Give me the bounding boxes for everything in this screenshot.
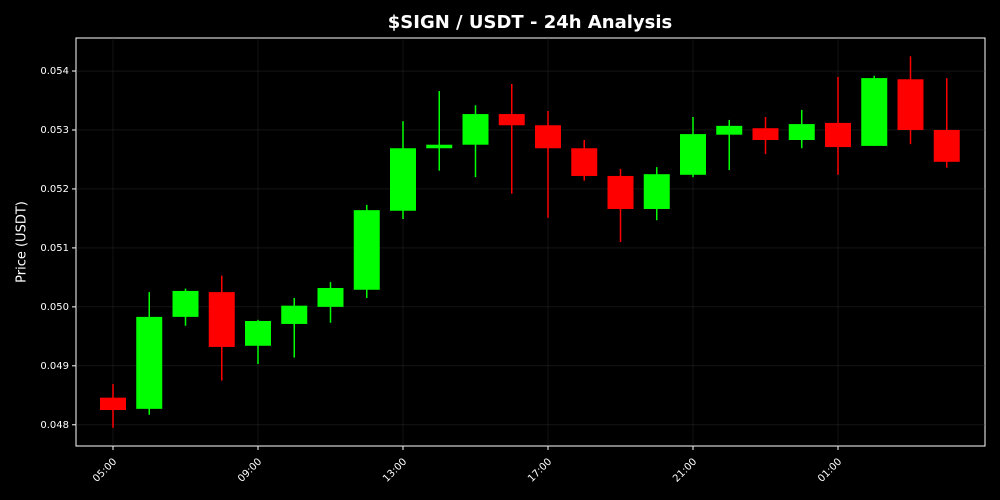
candle-body (353, 210, 380, 290)
candle-body (100, 397, 126, 411)
candle-body (643, 174, 670, 209)
y-tick-label: 0.048 (40, 420, 69, 431)
candle-body (245, 321, 271, 346)
x-tick-label: 01:00 (816, 456, 844, 484)
x-tick-label: 05:00 (91, 456, 119, 484)
candle-body (716, 125, 743, 135)
candle-body (390, 148, 416, 211)
candle-body (172, 290, 199, 317)
candle-body (788, 124, 815, 140)
y-tick-label: 0.051 (40, 243, 69, 254)
candle-body (498, 114, 525, 126)
candle-body (861, 78, 888, 146)
y-tick-label: 0.053 (40, 125, 69, 136)
candle-body (933, 129, 960, 162)
y-tick-label: 0.049 (40, 361, 69, 372)
x-tick-label: 21:00 (671, 456, 699, 484)
candle-body (462, 114, 489, 145)
y-tick-label: 0.052 (40, 184, 69, 195)
y-tick-label: 0.054 (40, 66, 69, 77)
candle-body (825, 122, 851, 148)
plot-frame (75, 37, 986, 447)
candle-body (317, 287, 344, 307)
x-tick-label: 13:00 (381, 456, 409, 484)
candle-body (680, 134, 706, 175)
candle-body (752, 128, 779, 140)
chart-title: $SIGN / USDT - 24h Analysis (388, 12, 672, 33)
candle-body (897, 79, 924, 130)
x-tick-label: 09:00 (236, 456, 264, 484)
candle-body (136, 316, 163, 409)
y-tick-label: 0.050 (40, 302, 69, 313)
x-tick-label: 17:00 (526, 456, 554, 484)
candle-body (571, 148, 598, 176)
candle-body (535, 125, 561, 149)
candle-body (426, 144, 453, 149)
candle-body (208, 292, 235, 347)
y-axis-label: Price (USDT) (15, 201, 30, 283)
candle-body (281, 305, 308, 324)
candle-body (607, 175, 634, 209)
